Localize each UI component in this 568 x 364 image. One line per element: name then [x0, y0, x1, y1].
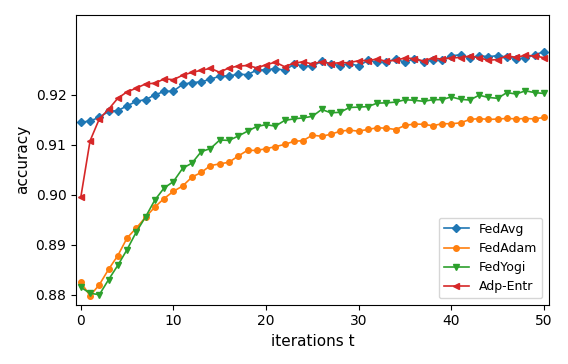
- Adp-Entr: [216, 70, 223, 75]
- Adp-Entr: [383, 59, 390, 64]
- Adp-Entr: [531, 54, 538, 58]
- Line: Adp-Entr: Adp-Entr: [78, 52, 547, 200]
- FedAvg: [77, 120, 84, 124]
- Adp-Entr: [179, 73, 186, 78]
- FedYogi: [392, 100, 399, 104]
- FedYogi: [235, 134, 241, 138]
- FedAdam: [77, 280, 84, 284]
- X-axis label: iterations t: iterations t: [270, 334, 354, 349]
- FedYogi: [96, 293, 103, 297]
- FedAvg: [541, 50, 548, 54]
- Adp-Entr: [541, 55, 548, 60]
- FedAvg: [383, 60, 390, 64]
- Adp-Entr: [411, 56, 417, 61]
- FedAdam: [189, 175, 195, 179]
- FedAvg: [531, 53, 538, 57]
- FedAvg: [225, 74, 232, 78]
- FedYogi: [189, 161, 195, 165]
- FedAvg: [216, 74, 223, 78]
- FedAdam: [87, 293, 94, 298]
- Line: FedYogi: FedYogi: [77, 87, 548, 298]
- FedYogi: [541, 91, 548, 96]
- FedYogi: [531, 90, 538, 95]
- FedAvg: [179, 82, 186, 87]
- FedAdam: [420, 122, 427, 126]
- FedYogi: [420, 99, 427, 103]
- Line: FedAdam: FedAdam: [78, 115, 547, 298]
- Adp-Entr: [225, 66, 232, 70]
- Legend: FedAvg, FedAdam, FedYogi, Adp-Entr: FedAvg, FedAdam, FedYogi, Adp-Entr: [439, 218, 542, 298]
- Adp-Entr: [77, 195, 84, 199]
- Adp-Entr: [522, 53, 529, 58]
- FedAdam: [531, 117, 538, 121]
- FedAvg: [411, 56, 417, 61]
- FedYogi: [225, 138, 232, 143]
- FedAdam: [541, 115, 548, 120]
- Line: FedAvg: FedAvg: [78, 49, 547, 125]
- FedAdam: [225, 160, 232, 165]
- FedYogi: [522, 88, 529, 93]
- FedAdam: [392, 127, 399, 132]
- FedYogi: [77, 285, 84, 289]
- Y-axis label: accuracy: accuracy: [15, 125, 30, 194]
- FedAdam: [235, 154, 241, 158]
